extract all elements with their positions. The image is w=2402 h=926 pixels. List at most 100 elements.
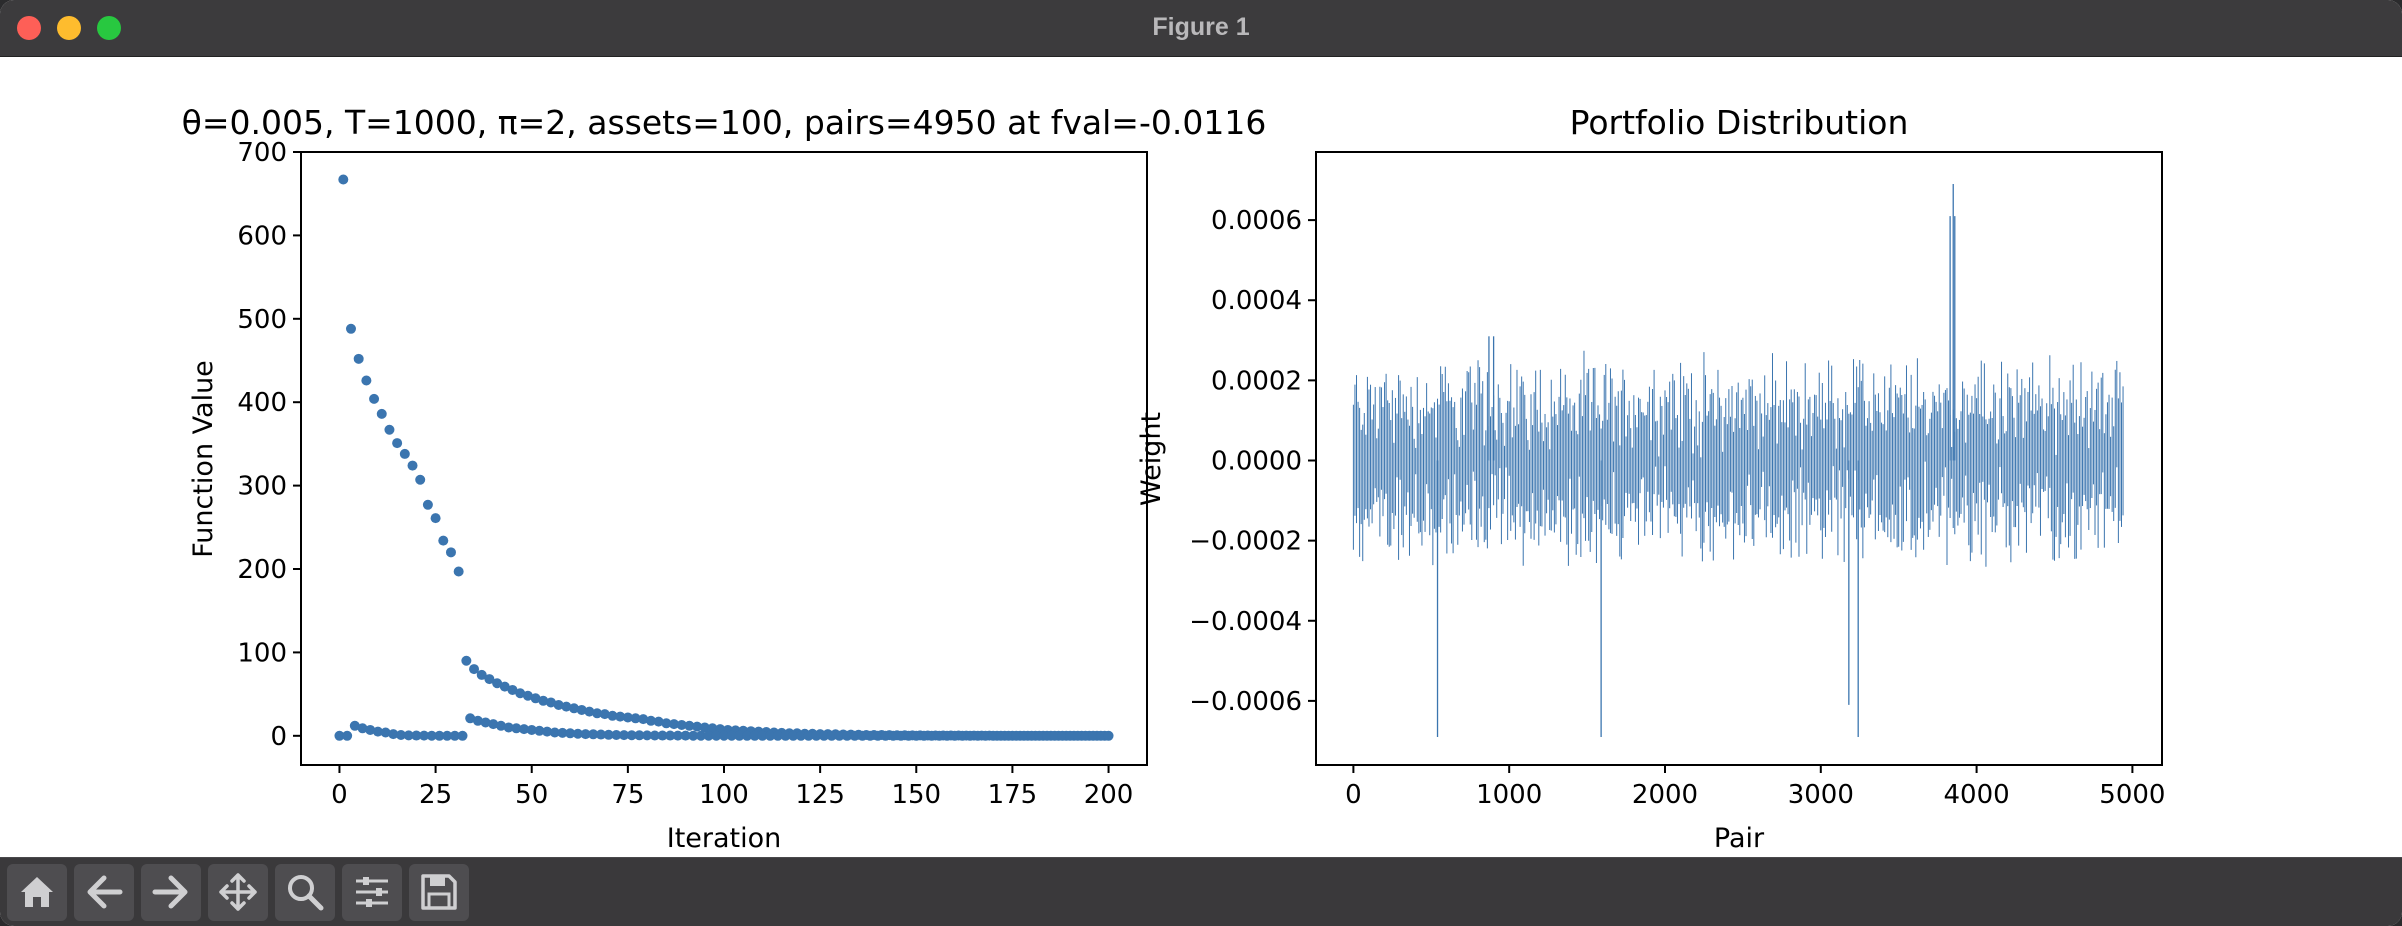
scatter-point: [530, 693, 541, 704]
scatter-point: [1080, 730, 1091, 741]
scatter-point: [965, 730, 976, 741]
x-tick-label: 2000: [1632, 780, 1698, 810]
minimize-window-button[interactable]: [57, 16, 81, 40]
bar-xlabel: Pair: [1714, 823, 1765, 854]
y-tick-label: 500: [237, 305, 287, 335]
maximize-window-button[interactable]: [97, 16, 121, 40]
scatter-point: [365, 724, 376, 735]
home-icon: [21, 877, 53, 907]
scatter-point: [1065, 730, 1076, 741]
x-tick-label: 200: [1084, 780, 1134, 810]
scatter-point: [772, 730, 783, 741]
scatter-point: [699, 722, 710, 733]
y-tick-label: 0: [270, 722, 287, 752]
scatter-point: [957, 730, 968, 741]
scatter-point: [988, 730, 999, 741]
scatter-point: [1049, 730, 1060, 741]
scatter-point: [415, 474, 426, 485]
scatter-point: [569, 703, 580, 714]
window-titlebar: Figure 1: [0, 0, 2402, 57]
scatter-point: [726, 730, 737, 741]
scatter-point: [426, 730, 437, 741]
scatter-point: [595, 729, 606, 740]
y-tick-label: 300: [237, 472, 287, 502]
scatter-point: [842, 730, 853, 741]
configure-subplots-button[interactable]: [342, 864, 402, 921]
scatter-point: [995, 730, 1006, 741]
bar-title: Portfolio Distribution: [1570, 103, 1909, 142]
scatter-point: [376, 408, 387, 419]
save-button[interactable]: [409, 864, 469, 921]
scatter-ylabel: Function Value: [188, 360, 219, 558]
x-tick-label: 25: [419, 780, 452, 810]
bar-ylabel: Weight: [1136, 412, 1167, 506]
y-tick-label: 0.0004: [1211, 286, 1302, 316]
scatter-point: [507, 684, 518, 695]
back-button[interactable]: [74, 864, 134, 921]
scatter-point: [553, 699, 564, 710]
scatter-point: [369, 393, 380, 404]
scatter-point: [934, 730, 945, 741]
y-tick-label: 200: [237, 555, 287, 585]
scatter-point: [672, 730, 683, 741]
scatter-point: [911, 730, 922, 741]
scatter-point: [515, 688, 526, 699]
scatter-point: [357, 723, 368, 734]
scatter-point: [607, 710, 618, 721]
figure-canvas[interactable]: 0 25 50 75 100 125 150 175 200 0 100 200 300 400 500 6…: [2, 57, 2400, 857]
zoom-button[interactable]: [275, 864, 335, 921]
x-tick-label: 150: [891, 780, 941, 810]
scatter-point: [592, 708, 603, 719]
scatter-point: [684, 720, 695, 731]
close-window-button[interactable]: [17, 16, 41, 40]
scatter-xticks: 0 25 50 75 100 125 150 175 200: [331, 765, 1133, 810]
scatter-point: [1057, 730, 1068, 741]
y-tick-label: 600: [237, 221, 287, 251]
scatter-point: [657, 730, 668, 741]
y-tick-label: 0.0002: [1211, 366, 1302, 396]
scatter-point: [465, 713, 476, 724]
scatter-point: [895, 730, 906, 741]
x-tick-label: 1000: [1476, 780, 1542, 810]
x-tick-label: 75: [611, 780, 644, 810]
scatter-point: [695, 730, 706, 741]
scatter-point: [380, 727, 391, 738]
scatter-point: [665, 730, 676, 741]
scatter-point: [342, 730, 353, 741]
forward-button[interactable]: [141, 864, 201, 921]
save-floppy-icon: [421, 874, 457, 910]
scatter-points: [334, 174, 1114, 741]
scatter-point: [788, 730, 799, 741]
scatter-point: [980, 730, 991, 741]
bar-frame: [1315, 151, 2163, 766]
home-button[interactable]: [7, 864, 67, 921]
scatter-point: [469, 664, 480, 675]
scatter-point: [334, 730, 345, 741]
scatter-point: [811, 730, 822, 741]
scatter-point: [449, 730, 460, 741]
scatter-point: [918, 730, 929, 741]
y-tick-label: 400: [237, 388, 287, 418]
scatter-point: [834, 730, 845, 741]
x-tick-label: 0: [331, 780, 348, 810]
scatter-point: [519, 724, 530, 735]
scatter-point: [407, 460, 418, 471]
scatter-point: [411, 730, 422, 741]
scatter-point: [511, 723, 522, 734]
scatter-point: [942, 730, 953, 741]
bar-axes: 0 1000 2000 3000 4000 5000 −0.0006−0.0004−0.0…: [1136, 103, 2165, 854]
scatter-point: [565, 728, 576, 739]
scatter-point: [661, 718, 672, 729]
scatter-point: [542, 726, 553, 737]
scatter-point: [949, 730, 960, 741]
back-arrow-icon: [87, 875, 123, 909]
scatter-point: [584, 706, 595, 717]
scatter-point: [626, 730, 637, 741]
scatter-point: [492, 678, 503, 689]
scatter-point: [372, 726, 383, 737]
scatter-point: [526, 724, 537, 735]
pan-button[interactable]: [208, 864, 268, 921]
scatter-point: [1034, 730, 1045, 741]
x-tick-label: 125: [795, 780, 845, 810]
